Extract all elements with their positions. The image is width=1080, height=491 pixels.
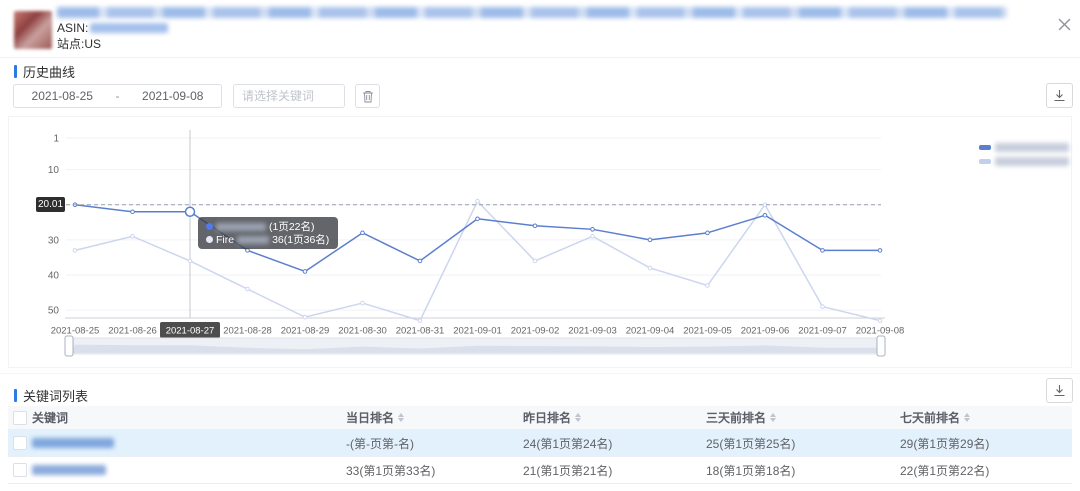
svg-text:2021-09-06: 2021-09-06: [741, 326, 790, 337]
download-icon: [1054, 90, 1065, 102]
keyword-blurred: [32, 438, 114, 448]
legend-item-series2[interactable]: [979, 154, 1069, 168]
svg-text:30: 30: [48, 235, 60, 246]
svg-text:2021-08-28: 2021-08-28: [223, 326, 272, 337]
column-header-today-rank[interactable]: 当日排名: [346, 406, 405, 429]
svg-text:2021-09-04: 2021-09-04: [626, 326, 675, 337]
keyword-select[interactable]: [233, 84, 345, 108]
yesterday-rank-cell: 21(第1页第21名): [523, 463, 613, 478]
table-download-button[interactable]: [1046, 378, 1073, 403]
table-row[interactable]: 33(第1页第33名) 21(第1页第21名) 18(第1页第18名) 22(第…: [8, 457, 1072, 484]
sort-icon[interactable]: [575, 413, 582, 422]
yesterday-rank-cell: 24(第1页第24名): [523, 436, 613, 451]
svg-text:2021-08-25: 2021-08-25: [51, 326, 100, 337]
svg-text:2021-09-03: 2021-09-03: [568, 326, 617, 337]
svg-text:40: 40: [48, 270, 60, 281]
close-icon: [1058, 18, 1070, 30]
svg-text:2021-08-30: 2021-08-30: [338, 326, 387, 337]
select-all-checkbox[interactable]: [13, 410, 27, 425]
svg-text:2021-08-26: 2021-08-26: [108, 326, 157, 337]
column-header-yesterday-rank[interactable]: 昨日排名: [523, 406, 582, 429]
svg-text:2021-08-27: 2021-08-27: [166, 326, 215, 337]
column-header-3days-rank[interactable]: 三天前排名: [706, 406, 777, 429]
data-zoom-slider[interactable]: [68, 337, 882, 355]
asin-label: ASIN:: [57, 21, 89, 35]
svg-text:2021-08-31: 2021-08-31: [396, 326, 445, 337]
section-accent-bar: [14, 389, 17, 402]
svg-text:2021-09-07: 2021-09-07: [798, 326, 847, 337]
chart-legend: [979, 140, 1069, 168]
table-header-row: 关键词 当日排名 昨日排名 三天前排名 七天前排名: [8, 406, 1072, 430]
keyword-section-title: 关键词列表: [23, 389, 89, 404]
chart-tooltip: (1页22名) Fire 36(1页36名): [198, 217, 338, 249]
tooltip-series1-dot: [206, 223, 213, 230]
7days-rank-cell: 22(第1页第22名): [900, 463, 990, 478]
sort-icon[interactable]: [770, 413, 777, 422]
today-rank-cell: -(第-页第-名): [346, 436, 414, 451]
svg-text:2021-09-01: 2021-09-01: [453, 326, 502, 337]
date-start[interactable]: 2021-08-25: [31, 89, 93, 103]
svg-text:2021-08-29: 2021-08-29: [281, 326, 330, 337]
date-end[interactable]: 2021-09-08: [142, 89, 204, 103]
header-divider: [0, 57, 1080, 58]
column-header-7days-rank[interactable]: 七天前排名: [900, 406, 971, 429]
svg-text:2021-09-08: 2021-09-08: [856, 326, 905, 337]
legend-marker-series1: [979, 144, 991, 150]
legend-marker-series2: [979, 158, 991, 164]
rank-history-chart[interactable]: 110203040502021-08-252021-08-262021-08-2…: [9, 117, 1071, 367]
date-range-picker[interactable]: 2021-08-25 - 2021-09-08: [13, 84, 222, 108]
3days-rank-cell: 25(第1页第25名): [706, 436, 796, 451]
sort-icon[interactable]: [964, 413, 971, 422]
tooltip-series1-name-blurred: [216, 222, 266, 231]
tooltip-series2-dot: [206, 236, 213, 243]
download-icon: [1054, 385, 1065, 397]
date-separator: -: [115, 89, 120, 103]
column-header-keyword: 关键词: [32, 411, 69, 425]
section-accent-bar: [14, 65, 17, 78]
history-chart-card: 110203040502021-08-252021-08-262021-08-2…: [8, 116, 1072, 368]
tooltip-series2-value: 36(1页36名): [272, 234, 330, 246]
tooltip-series2-name-blurred: [237, 235, 270, 244]
delete-button[interactable]: [355, 84, 380, 108]
keyword-blurred: [32, 465, 106, 475]
close-button[interactable]: [1054, 14, 1074, 34]
asin-value-blurred: [90, 23, 169, 33]
site-label: 站点:US: [57, 37, 102, 51]
chart-download-button[interactable]: [1046, 83, 1073, 108]
tooltip-series1-value: (1页22名): [269, 221, 315, 233]
legend-label-series1-blurred: [995, 142, 1069, 152]
y-axis-pointer-label: 20.01: [36, 197, 66, 212]
svg-text:10: 10: [48, 165, 60, 176]
svg-text:2021-09-05: 2021-09-05: [683, 326, 732, 337]
legend-label-series2-blurred: [995, 156, 1069, 166]
legend-item-series1[interactable]: [979, 140, 1069, 154]
svg-text:1: 1: [53, 134, 59, 145]
3days-rank-cell: 18(第1页第18名): [706, 463, 796, 478]
sort-icon[interactable]: [398, 413, 405, 422]
row-checkbox[interactable]: [13, 463, 27, 477]
svg-text:2021-09-02: 2021-09-02: [511, 326, 560, 337]
history-section-title: 历史曲线: [23, 65, 76, 80]
trash-icon: [362, 90, 373, 102]
product-thumbnail: [14, 11, 52, 49]
row-checkbox[interactable]: [13, 436, 27, 450]
today-rank-cell: 33(第1页第33名): [346, 463, 436, 478]
table-row[interactable]: -(第-页第-名) 24(第1页第24名) 25(第1页第25名) 29(第1页…: [8, 430, 1072, 457]
product-title-blurred: [57, 7, 1007, 18]
keyword-table: 关键词 当日排名 昨日排名 三天前排名 七天前排名 -(第-页第-名) 24(: [8, 406, 1072, 484]
tooltip-series2-name-prefix: Fire: [216, 233, 235, 246]
7days-rank-cell: 29(第1页第29名): [900, 436, 990, 451]
svg-text:50: 50: [48, 306, 60, 317]
section-divider: [0, 373, 1080, 374]
keyword-select-input[interactable]: [234, 85, 344, 107]
